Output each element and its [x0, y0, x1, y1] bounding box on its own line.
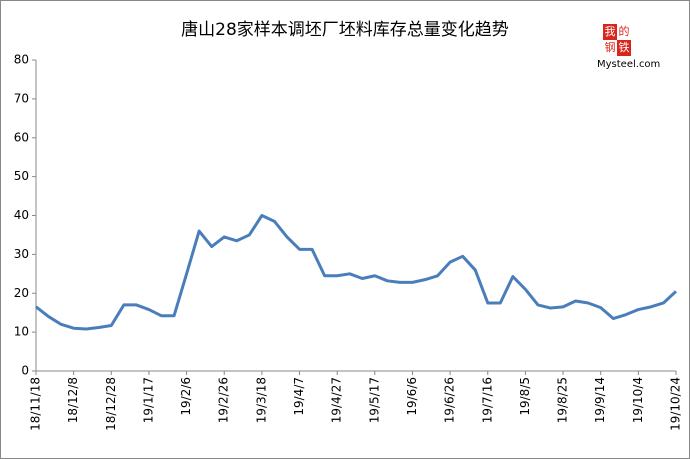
x-tick-label: 19/10/4: [631, 377, 645, 423]
x-tick-label: 19/8/25: [556, 377, 570, 423]
chart-title: 唐山28家样本调坯厂坯料库存总量变化趋势: [181, 19, 509, 40]
x-tick-label: 19/5/17: [367, 377, 381, 423]
y-tick-label: 0: [21, 364, 29, 378]
logo-char: 的: [619, 24, 630, 38]
logo-block: [617, 40, 631, 56]
x-tick-label: 19/2/6: [179, 377, 193, 416]
line: [35, 214, 678, 331]
x-tick-label: 19/3/18: [254, 377, 268, 423]
y-tick-label: 20: [14, 286, 29, 300]
y-tick-label: 80: [14, 53, 29, 67]
x-tick-label: 19/4/7: [292, 377, 306, 416]
logo-block: [603, 24, 617, 40]
logo: 我 的 钢 铁 Mysteel.com: [597, 24, 660, 70]
x-tick-label: 19/4/27: [330, 377, 344, 423]
x-tick-label: 19/10/24: [669, 377, 683, 431]
x-tick-label: 18/12/28: [104, 377, 118, 431]
x-tick-label: 19/6/6: [405, 377, 419, 416]
y-tick-label: 50: [14, 169, 29, 183]
logo-text: Mysteel.com: [597, 59, 660, 70]
x-tick-label: 19/8/5: [518, 377, 532, 416]
x-tick-label: 19/6/26: [443, 377, 457, 423]
logo-char: 我: [605, 25, 616, 38]
x-tick-label: 19/9/14: [593, 377, 607, 423]
x-tick-label: 19/2/26: [217, 377, 231, 423]
logo-char: 钢: [605, 41, 616, 54]
y-tick-label: 70: [14, 91, 29, 105]
y-tick-label: 40: [14, 208, 29, 222]
x-tick-label: 18/12/8: [66, 377, 80, 423]
y-tick-label: 60: [14, 130, 29, 144]
x-tick-label: 18/11/18: [29, 377, 43, 431]
x-tick-label: 19/7/16: [480, 377, 494, 423]
y-tick-label: 10: [14, 325, 29, 339]
logo-char: 铁: [619, 41, 630, 54]
x-tick-label: 19/1/17: [141, 377, 155, 423]
y-tick-label: 30: [14, 247, 29, 261]
